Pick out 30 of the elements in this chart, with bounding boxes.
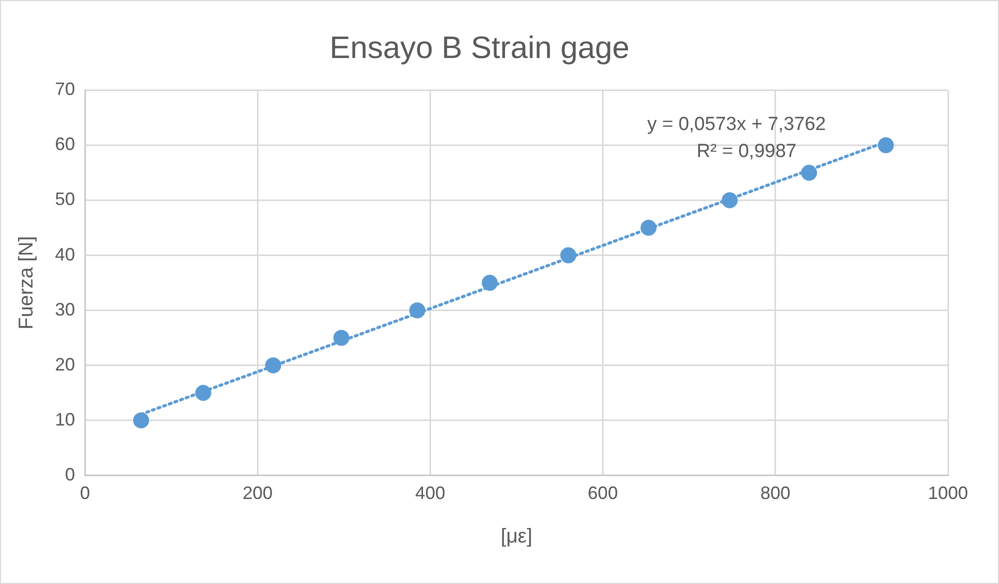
y-tick-label: 30 (54, 299, 76, 320)
point (482, 274, 498, 291)
y-tick-label: 60 (54, 134, 76, 154)
y-tick-label: 70 (54, 79, 76, 100)
x-tick-label: 200 (242, 483, 273, 504)
point (265, 357, 282, 374)
y-tick-label: 50 (54, 189, 76, 210)
x-axis-title: [με] (500, 526, 532, 548)
point (409, 302, 426, 318)
point (801, 164, 818, 181)
annotation: R² = 0,9987 (696, 141, 796, 162)
x-tick-label: 0 (80, 483, 90, 504)
point (560, 247, 576, 264)
point (133, 412, 150, 428)
y-axis-title: Fuerza [N] (16, 236, 38, 330)
x-tick-label: 1000 (928, 483, 968, 504)
y-tick-label: 10 (54, 409, 76, 430)
y-tick-label: 0 (65, 464, 76, 484)
point (195, 384, 212, 401)
x-tick-label: 600 (588, 483, 618, 504)
y-tick-label: 20 (54, 354, 76, 374)
x-tick-label: 400 (415, 483, 446, 504)
y-tick-label: 40 (54, 244, 76, 264)
annotation: y = 0,0573x + 7,3762 (647, 114, 826, 136)
point (640, 220, 657, 236)
point (878, 137, 894, 154)
x-tick-label: 800 (760, 483, 790, 504)
point (333, 330, 350, 346)
chart-title: Ensayo B Strain gage (330, 30, 630, 66)
point (722, 192, 738, 208)
